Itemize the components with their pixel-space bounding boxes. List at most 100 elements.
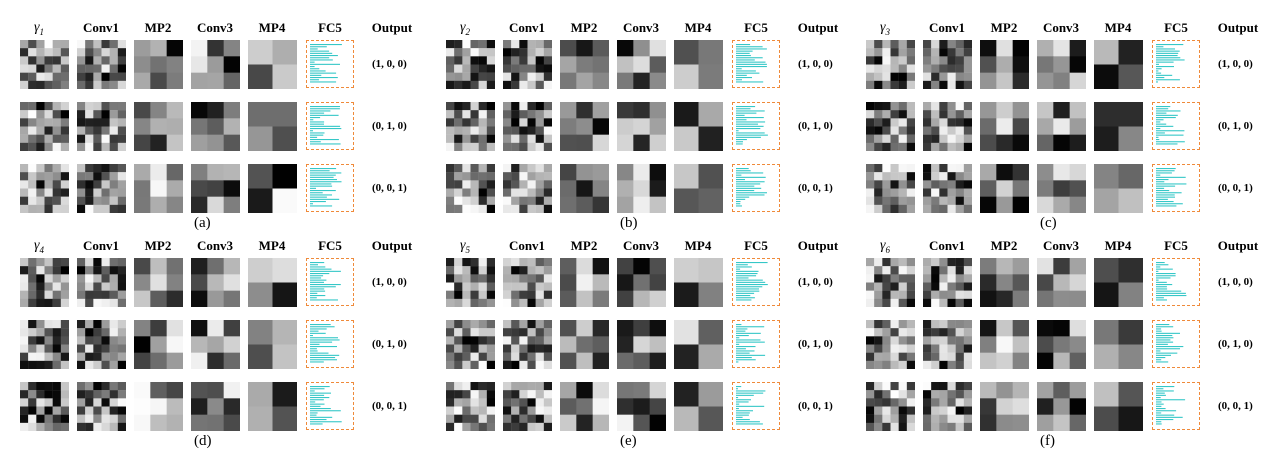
pixel [454, 382, 463, 391]
pixel [947, 360, 956, 369]
pixel [470, 344, 479, 353]
pixel [166, 180, 183, 197]
fc5-bar [310, 335, 313, 337]
pixel [931, 204, 940, 213]
pixel [486, 80, 495, 89]
fc5-bar [1156, 172, 1172, 174]
pixel [470, 274, 479, 283]
pixel [454, 320, 463, 329]
pixel [527, 80, 536, 89]
pixel [939, 172, 948, 181]
pixel [519, 274, 528, 283]
pixel [248, 382, 273, 407]
pixel [36, 328, 45, 337]
pixel [77, 172, 86, 181]
fc5-bar [1156, 57, 1181, 59]
fc5-bar [736, 416, 743, 418]
pixel [503, 64, 512, 73]
pixel [454, 172, 463, 181]
fc5-bar [1156, 292, 1186, 294]
pixel [939, 196, 948, 205]
column-header-output: Output [371, 238, 413, 253]
pixel [478, 360, 487, 369]
pixel [923, 64, 932, 73]
fc5-bar [736, 136, 761, 138]
pixel [511, 282, 520, 291]
feature-map-conv3-row-3 [1037, 164, 1086, 213]
pixel [470, 266, 479, 275]
pixel [898, 382, 907, 391]
pixel [85, 328, 94, 337]
pixel [906, 336, 915, 345]
pixel [874, 422, 883, 431]
pixel [446, 188, 455, 197]
pixel [20, 134, 29, 143]
pixel [207, 414, 224, 431]
pixel [882, 64, 891, 73]
pixel [28, 414, 37, 423]
pixel [527, 110, 536, 119]
pixel [446, 360, 455, 369]
pixel [20, 204, 29, 213]
pixel [454, 80, 463, 89]
pixel [543, 164, 552, 173]
pixel [207, 290, 224, 307]
pixel [890, 290, 899, 299]
pixel [874, 64, 883, 73]
pixel [890, 196, 899, 205]
pixel [60, 164, 69, 173]
pixel [882, 56, 891, 65]
pixel [955, 56, 964, 65]
fc5-bar [1156, 203, 1183, 205]
pixel [470, 382, 479, 391]
pixel [996, 56, 1013, 73]
pixel [101, 398, 110, 407]
pixel [882, 352, 891, 361]
pixel [28, 102, 37, 111]
pixel [454, 164, 463, 173]
pixel [44, 290, 53, 299]
pixel [28, 328, 37, 337]
pixel [117, 360, 126, 369]
pixel [462, 406, 471, 415]
pixel [560, 336, 577, 353]
pixel [223, 398, 240, 415]
pixel [117, 382, 126, 391]
pixel [898, 258, 907, 267]
pixel [980, 352, 997, 369]
feature-map-mp2-row-3 [980, 164, 1029, 213]
fc5-bar [310, 57, 330, 59]
fc5-bar [310, 419, 327, 421]
fc5-bar [310, 172, 342, 174]
pixel [60, 126, 69, 135]
pixel [36, 282, 45, 291]
pixel [462, 134, 471, 143]
input-symbol-subscript: 5 [465, 244, 471, 255]
fc5-bar [736, 198, 746, 200]
pixel [1094, 126, 1119, 151]
column-header-fc5: FC5 [744, 238, 768, 253]
pixel [470, 164, 479, 173]
pixel [519, 382, 528, 391]
pixel [866, 298, 875, 307]
pixel [503, 422, 512, 431]
pixel [996, 352, 1013, 369]
pixel [560, 72, 577, 89]
pixel [576, 196, 593, 213]
fc5-bar [310, 187, 316, 189]
feature-map-mp2-row-2 [560, 320, 609, 369]
feature-map-conv3-row-3 [617, 382, 666, 431]
column-header-conv1: Conv1 [508, 20, 546, 35]
pixel [503, 48, 512, 57]
pixel [923, 414, 932, 423]
fc5-bar [736, 72, 760, 74]
fc5-bar [1156, 288, 1168, 290]
pixel [931, 164, 940, 173]
fc5-bar [1156, 394, 1166, 396]
pixel [117, 118, 126, 127]
pixel [101, 352, 110, 361]
pixel [906, 282, 915, 291]
pixel [906, 274, 915, 283]
column-header-fc5: FC5 [318, 238, 342, 253]
pixel [28, 406, 37, 415]
